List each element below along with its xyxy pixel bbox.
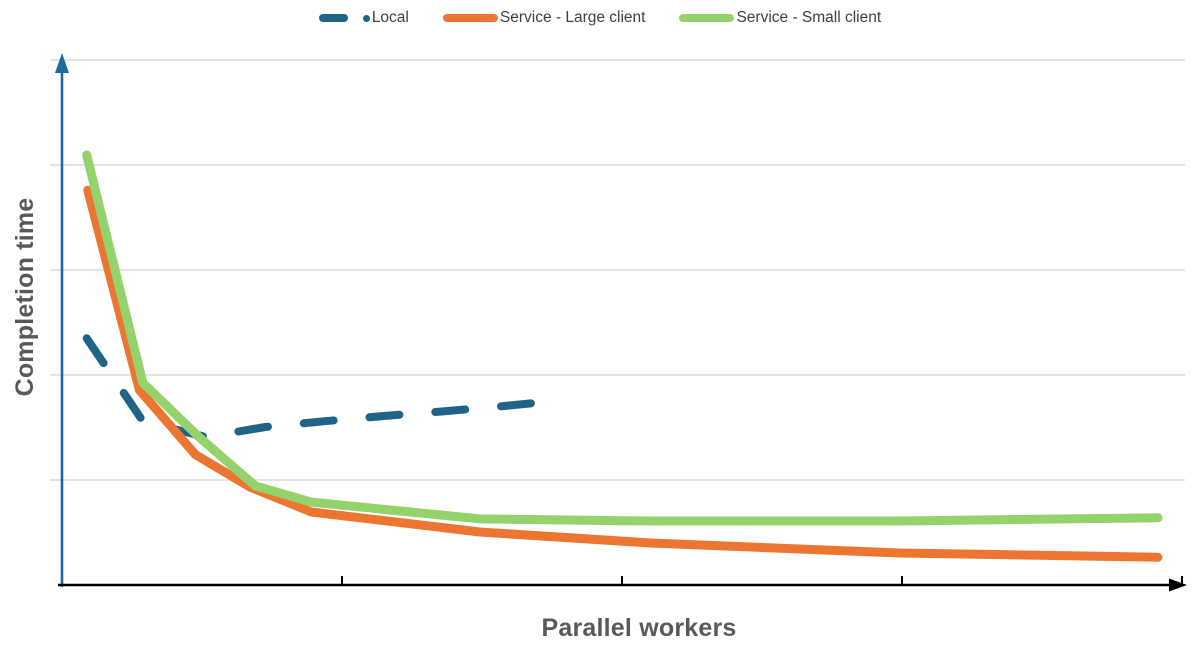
- series-small-client-line: [82, 150, 1163, 526]
- legend-dot-icon: [362, 14, 370, 22]
- legend-item-service-large-client: Service - Large client: [442, 5, 646, 31]
- legend-line-icon: [679, 14, 735, 22]
- y-axis-arrow-icon: [55, 53, 69, 73]
- x-axis-title: Parallel workers: [541, 614, 737, 642]
- legend: Local Service - Large client Service - S…: [0, 5, 1200, 31]
- series-large-client-line: [83, 185, 1163, 562]
- legend-label-local: Local: [371, 9, 409, 26]
- legend-label-service-small-client: Service - Small client: [736, 9, 882, 26]
- legend-label-service-large-client: Service - Large client: [499, 9, 646, 26]
- legend-item-service-small-client: Service - Small client: [679, 5, 881, 31]
- x-axis-arrow-icon: [1169, 578, 1187, 592]
- legend-line-icon: [442, 14, 498, 22]
- y-axis-title: Completion time: [11, 197, 39, 397]
- series-local-line: [82, 334, 567, 441]
- legend-dash-icon: [318, 14, 348, 22]
- legend-item-local: Local: [318, 5, 409, 31]
